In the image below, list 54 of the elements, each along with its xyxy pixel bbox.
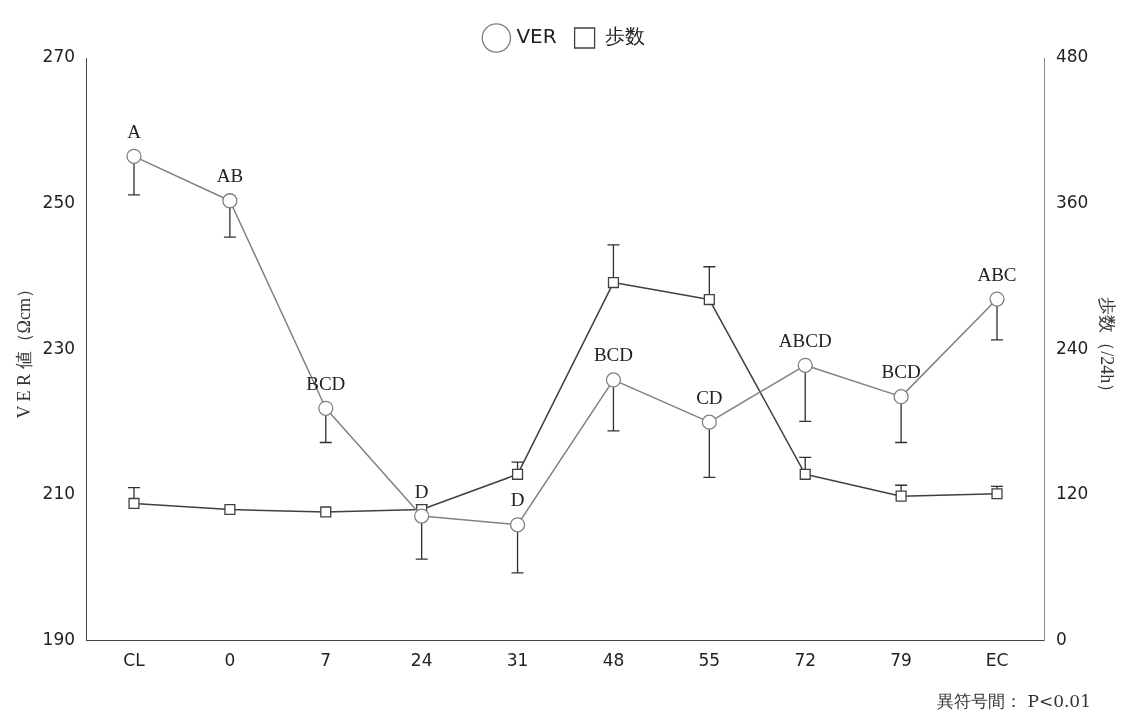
annotation: A xyxy=(127,120,142,142)
point xyxy=(509,517,526,533)
annotation: ABCD xyxy=(778,329,832,351)
x-tick-label: 31 xyxy=(506,650,529,671)
point xyxy=(126,148,142,164)
y-tick-label: 270 xyxy=(42,46,76,67)
point xyxy=(799,468,811,480)
y2-axis-title: 歩数（/24h） xyxy=(1097,297,1118,402)
x-tick-label: 72 xyxy=(794,650,817,671)
legend-label: VER xyxy=(516,24,557,49)
x-tick-label: CL xyxy=(123,650,146,671)
y2-tick-label: 360 xyxy=(1055,192,1089,213)
point xyxy=(128,497,140,510)
annotation: AB xyxy=(216,165,244,187)
annotation: BCD xyxy=(593,344,633,366)
point xyxy=(222,193,238,209)
x-tick-label: EC xyxy=(985,650,1009,671)
x-tick-label: 24 xyxy=(410,650,433,671)
annotation: D xyxy=(510,489,525,511)
point xyxy=(989,291,1005,307)
annotation: CD xyxy=(696,386,723,408)
x-tick-label: 0 xyxy=(224,650,236,671)
annotation: BCD xyxy=(306,372,346,394)
x-tick-label: 48 xyxy=(602,650,625,671)
point xyxy=(511,468,524,480)
point xyxy=(607,276,620,289)
point xyxy=(318,400,334,416)
y-tick-label: 230 xyxy=(42,337,76,358)
point xyxy=(703,293,715,306)
annotation: D xyxy=(414,480,429,502)
y2-tick-label: 120 xyxy=(1055,483,1089,504)
x-tick-label: 79 xyxy=(890,650,912,671)
y-tick-label: 210 xyxy=(42,483,76,504)
y-axis-title: V E R 値（Ωcm） xyxy=(13,280,34,419)
y-tick-label: 250 xyxy=(42,192,76,213)
point xyxy=(797,357,813,373)
point xyxy=(893,388,909,405)
point xyxy=(414,508,430,524)
annotation: BCD xyxy=(881,361,921,383)
y2-tick-label: 0 xyxy=(1055,629,1067,650)
point xyxy=(701,414,717,430)
point xyxy=(224,503,236,516)
point xyxy=(320,506,332,518)
x-tick-label: 7 xyxy=(320,650,332,671)
annotation: ABC xyxy=(977,263,1017,285)
x-tick-label: 55 xyxy=(698,650,721,671)
point xyxy=(991,488,1003,500)
y2-tick-label: 480 xyxy=(1055,46,1089,67)
text: 異符号間： P<0.01 xyxy=(937,690,1091,713)
y2-tick-label: 240 xyxy=(1055,337,1089,358)
legend-label: 歩数 xyxy=(604,24,645,49)
point xyxy=(605,372,622,388)
y-tick-label: 190 xyxy=(42,629,76,650)
point xyxy=(895,490,907,502)
